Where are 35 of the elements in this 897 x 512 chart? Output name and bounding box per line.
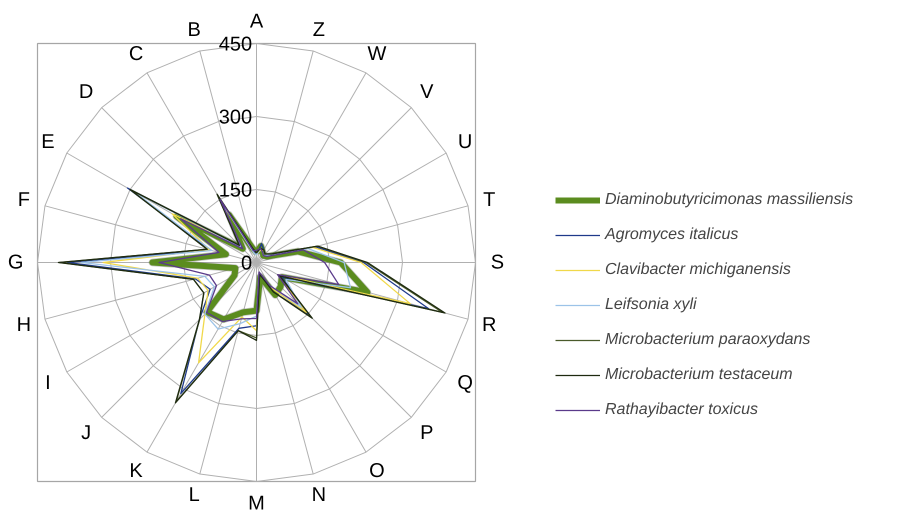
spoke-label: E bbox=[41, 131, 55, 154]
spoke-label: I bbox=[45, 372, 51, 394]
spoke-label: H bbox=[16, 314, 32, 336]
spoke-label: K bbox=[129, 460, 144, 482]
spoke-label: Z bbox=[312, 18, 325, 41]
spoke-label: S bbox=[490, 252, 504, 274]
spoke-label: V bbox=[420, 81, 434, 104]
spoke-label: D bbox=[78, 81, 94, 104]
spoke-label: A bbox=[250, 10, 264, 33]
spoke-label: M bbox=[248, 492, 265, 512]
spoke-label: N bbox=[312, 484, 326, 506]
spoke-label: W bbox=[368, 42, 387, 65]
legend-label: Diaminobutyricimonas massiliensis bbox=[605, 191, 854, 209]
spoke-label: O bbox=[369, 460, 385, 482]
legend-label: Microbacterium testaceum bbox=[605, 366, 793, 384]
spoke-label: U bbox=[458, 131, 472, 154]
y-tick-label: 300 bbox=[218, 106, 252, 128]
legend-label: Rathayibacter toxicus bbox=[605, 401, 758, 419]
spoke-label: R bbox=[482, 314, 496, 336]
spoke-label: C bbox=[128, 42, 144, 65]
spoke-label: G bbox=[8, 252, 24, 274]
y-tick-label: 150 bbox=[218, 180, 252, 202]
spoke-label: J bbox=[81, 422, 92, 444]
spoke-label: B bbox=[187, 18, 201, 41]
legend-label: Microbacterium paraoxydans bbox=[605, 331, 810, 349]
spoke-label: Q bbox=[457, 372, 473, 394]
y-tick-label: 0 bbox=[240, 252, 252, 274]
spoke-label: L bbox=[188, 484, 200, 506]
legend-label: Clavibacter michiganensis bbox=[605, 261, 791, 279]
spoke-label: P bbox=[420, 422, 434, 444]
y-tick-label: 450 bbox=[218, 34, 252, 56]
legend-label: Agromyces italicus bbox=[605, 226, 738, 244]
legend-label: Leifsonia xyli bbox=[605, 296, 697, 314]
spoke-label: F bbox=[18, 189, 30, 212]
spoke-label: T bbox=[483, 189, 496, 212]
